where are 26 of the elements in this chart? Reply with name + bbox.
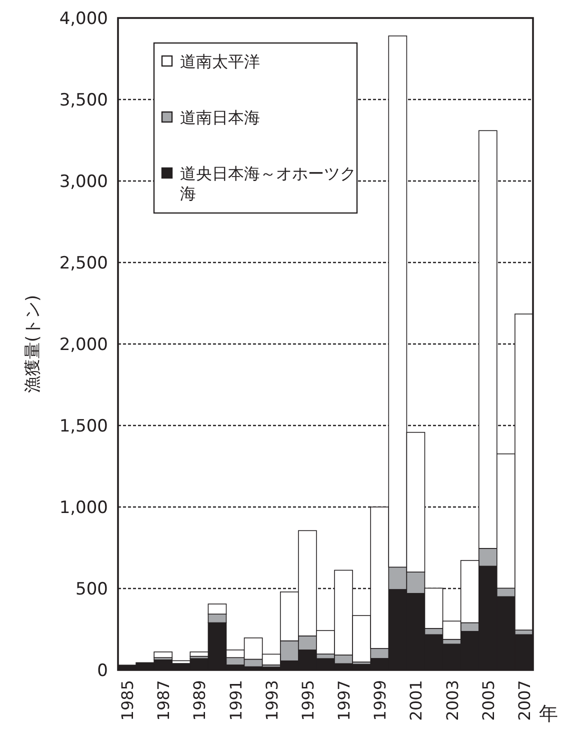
x-tick-label: 1993	[262, 680, 282, 721]
x-tick-label: 2005	[478, 680, 498, 721]
y-tick-label: 2,500	[59, 254, 108, 274]
x-tick-label: 1995	[298, 680, 318, 721]
legend-label: 道央日本海～オホーツク海	[180, 164, 356, 203]
y-tick-label: 2,000	[59, 335, 108, 355]
legend-label: 道南日本海	[180, 108, 260, 127]
x-tick-label: 1999	[370, 680, 390, 721]
x-tick-label: 1991	[226, 680, 246, 721]
y-axis-title: 漁獲量(トン)	[23, 294, 43, 394]
x-tick-label: 1997	[334, 680, 354, 721]
y-tick-label: 3,500	[59, 90, 108, 110]
x-axis-title: 年	[539, 703, 558, 725]
x-tick-label: 1985	[118, 680, 138, 721]
legend-label: 道南太平洋	[180, 52, 260, 71]
y-tick-label: 1,000	[59, 498, 108, 518]
x-tick-label: 2003	[442, 680, 462, 721]
y-tick-label: 1,500	[59, 416, 108, 436]
x-tick-label: 2007	[514, 680, 534, 721]
x-tick-label: 2001	[406, 680, 426, 721]
x-tick-label: 1987	[154, 680, 174, 721]
y-tick-label: 3,000	[59, 172, 108, 192]
y-tick-label: 500	[76, 580, 108, 600]
y-tick-label: 0	[97, 661, 108, 681]
x-tick-label: 1989	[190, 680, 210, 721]
y-tick-label: 4,000	[59, 9, 108, 29]
